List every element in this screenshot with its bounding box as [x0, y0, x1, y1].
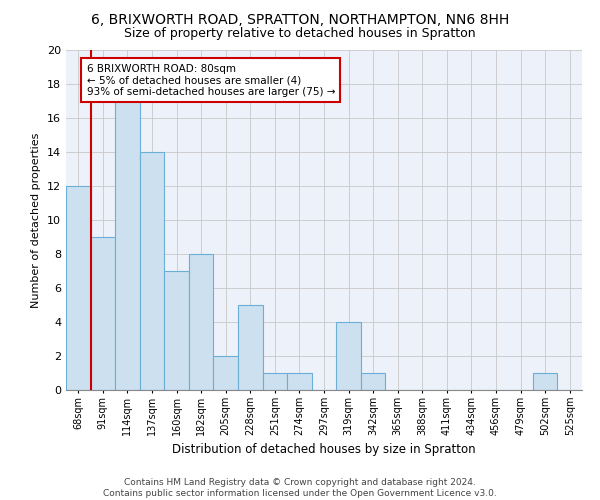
Bar [533, 373, 557, 390]
Bar [263, 373, 287, 390]
Text: Contains HM Land Registry data © Crown copyright and database right 2024.
Contai: Contains HM Land Registry data © Crown c… [103, 478, 497, 498]
Bar [115, 101, 140, 390]
Bar [189, 254, 214, 390]
Bar [361, 373, 385, 390]
Text: Size of property relative to detached houses in Spratton: Size of property relative to detached ho… [124, 28, 476, 40]
Bar [66, 186, 91, 390]
Bar [336, 322, 361, 390]
Bar [214, 356, 238, 390]
X-axis label: Distribution of detached houses by size in Spratton: Distribution of detached houses by size … [172, 444, 476, 456]
Text: 6 BRIXWORTH ROAD: 80sqm
← 5% of detached houses are smaller (4)
93% of semi-deta: 6 BRIXWORTH ROAD: 80sqm ← 5% of detached… [86, 64, 335, 97]
Bar [287, 373, 312, 390]
Bar [140, 152, 164, 390]
Bar [164, 271, 189, 390]
Y-axis label: Number of detached properties: Number of detached properties [31, 132, 41, 308]
Bar [238, 305, 263, 390]
Text: 6, BRIXWORTH ROAD, SPRATTON, NORTHAMPTON, NN6 8HH: 6, BRIXWORTH ROAD, SPRATTON, NORTHAMPTON… [91, 12, 509, 26]
Bar [91, 237, 115, 390]
